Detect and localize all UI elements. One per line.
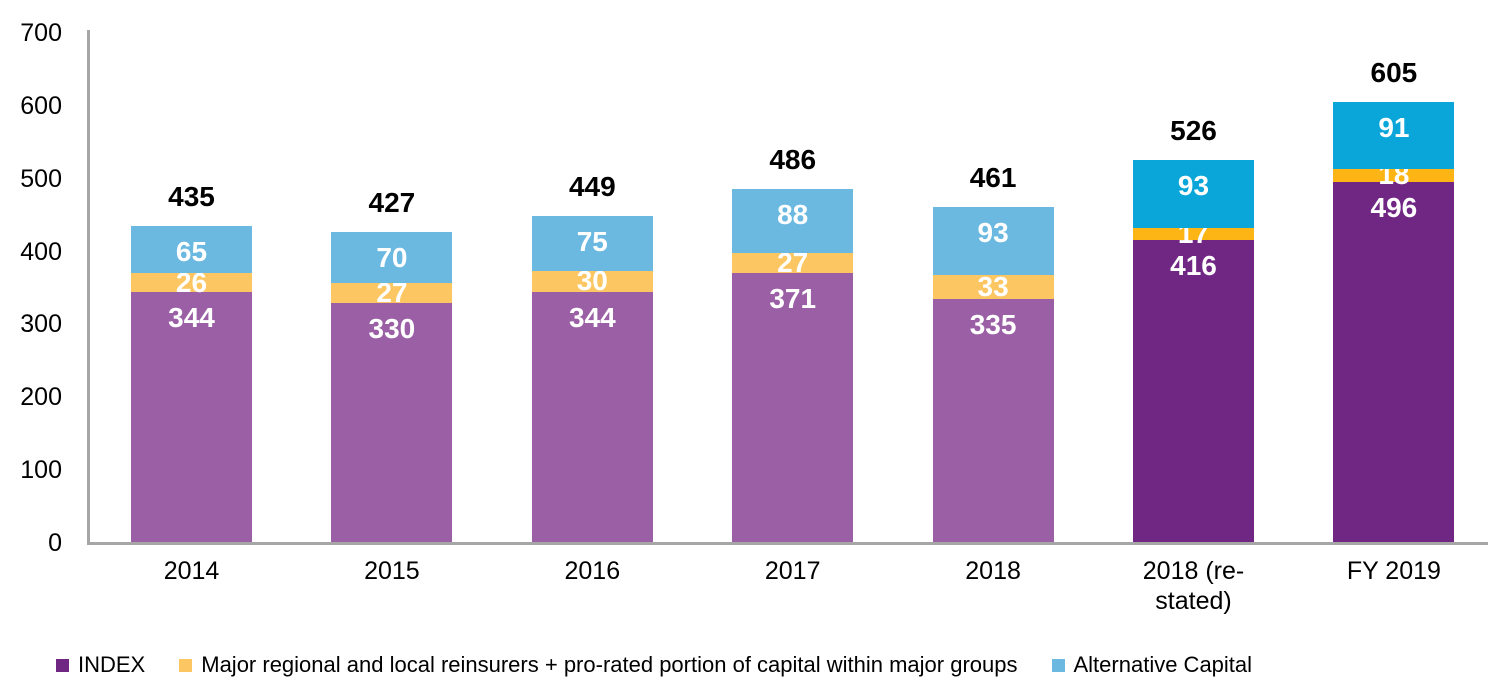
x-axis-line (87, 542, 1488, 545)
segment-value-label: 88 (777, 198, 809, 230)
x-axis-label-line: 2018 (965, 557, 1021, 585)
bar-segment-major-regional: 17 (1133, 218, 1254, 249)
segment-value-label: 75 (576, 225, 608, 257)
x-axis-label: 2018 (893, 556, 1093, 586)
x-axis-label: 2017 (693, 556, 893, 586)
bar-segment-index: 416 (1133, 239, 1254, 543)
y-tick-label: 0 (48, 529, 62, 557)
bar-total-label: 526 (1170, 114, 1217, 146)
bar-segment-major-regional: 27 (732, 247, 854, 278)
bar-segment-index: 344 (531, 292, 653, 543)
segment-value-label: 344 (568, 302, 616, 334)
bar-segment-major-regional: 18 (1333, 159, 1455, 190)
x-axis-label: FY 2019 (1294, 556, 1488, 586)
bar-segment-alternative-capital: 65 (131, 226, 252, 274)
y-tick-label: 500 (20, 164, 62, 193)
x-axis-label-line: stated) (1155, 587, 1232, 615)
y-tick-label: 100 (20, 456, 62, 485)
x-axis-label-line: FY 2019 (1346, 557, 1441, 585)
segment-value-label: 70 (376, 241, 408, 273)
bar-total-label: 605 (1370, 57, 1418, 89)
segment-value-label: 330 (368, 312, 416, 344)
y-tick-label: 400 (20, 237, 62, 266)
x-axis-label: 2016 (492, 556, 692, 586)
y-tick-label: 200 (20, 383, 62, 412)
bar-segment-index: 496 (1333, 181, 1455, 543)
bar-segment-index: 330 (331, 302, 453, 543)
y-tick-label: 600 (20, 91, 62, 120)
y-axis-line (87, 30, 90, 544)
bar-segment-index: 344 (131, 292, 252, 543)
bar-total-label: 435 (168, 181, 215, 213)
x-axis-label-line: 2018 (re- (1142, 557, 1245, 585)
segment-value-label: 496 (1370, 191, 1418, 223)
segment-value-label: 65 (175, 236, 208, 268)
x-axis-label: 2018 (re-stated) (1094, 556, 1294, 616)
x-axis-label: 2014 (92, 556, 292, 586)
bar-segment-major-regional: 27 (331, 277, 453, 308)
bar-total-label: 461 (969, 162, 1017, 194)
legend-marker-major-regional (179, 658, 193, 672)
segment-value-label: 93 (977, 217, 1009, 249)
bar-segment-alternative-capital: 93 (1133, 159, 1254, 228)
bar-segment-alternative-capital: 88 (732, 188, 854, 254)
legend-item-index: INDEX (56, 650, 145, 680)
segment-value-label: 33 (977, 270, 1009, 302)
bar-segment-major-regional: 30 (531, 265, 653, 296)
bar-total-label: 486 (769, 143, 817, 175)
segment-value-label: 30 (576, 265, 608, 297)
legend-label-index: INDEX (78, 652, 146, 677)
bar-segment-major-regional: 26 (131, 267, 252, 298)
y-tick-label: 700 (20, 19, 62, 47)
bar-total-label: 427 (368, 186, 416, 218)
x-axis-label-line: 2015 (364, 557, 420, 585)
legend-item-alternative-capital: Alternative Capital (1051, 650, 1253, 680)
x-axis-label-line: 2017 (764, 557, 821, 585)
segment-value-label: 371 (769, 282, 817, 314)
bar-total-label: 449 (568, 170, 616, 202)
segment-value-label: 335 (969, 308, 1017, 340)
bar-segment-alternative-capital: 75 (531, 215, 653, 271)
legend-item-major-regional: Major regional and local reinsurers + pr… (179, 650, 1018, 680)
segment-value-label: 416 (1170, 249, 1217, 281)
legend-label-major-regional: Major regional and local reinsurers + pr… (201, 652, 1018, 677)
bar-segment-index: 335 (932, 298, 1054, 543)
x-axis-label-line: 2014 (163, 557, 220, 585)
bar-segment-alternative-capital: 70 (331, 231, 453, 283)
legend-marker-alternative-capital (1051, 658, 1065, 672)
bar-segment-index: 371 (732, 272, 854, 543)
chart-legend: INDEX Major regional and local reinsurers… (56, 650, 1252, 680)
x-axis-label-line: 2016 (564, 557, 621, 585)
legend-label-alternative-capital: Alternative Capital (1073, 652, 1253, 677)
segment-value-label: 93 (1177, 169, 1210, 201)
legend-marker-index (56, 658, 69, 672)
segment-value-label: 344 (168, 302, 215, 334)
bar-segment-major-regional: 33 (932, 271, 1054, 302)
x-axis-label: 2015 (292, 556, 492, 586)
bar-segment-alternative-capital: 93 (932, 207, 1054, 275)
y-tick-label: 300 (20, 310, 62, 339)
bar-segment-alternative-capital: 91 (1333, 102, 1455, 169)
segment-value-label: 91 (1378, 112, 1410, 144)
